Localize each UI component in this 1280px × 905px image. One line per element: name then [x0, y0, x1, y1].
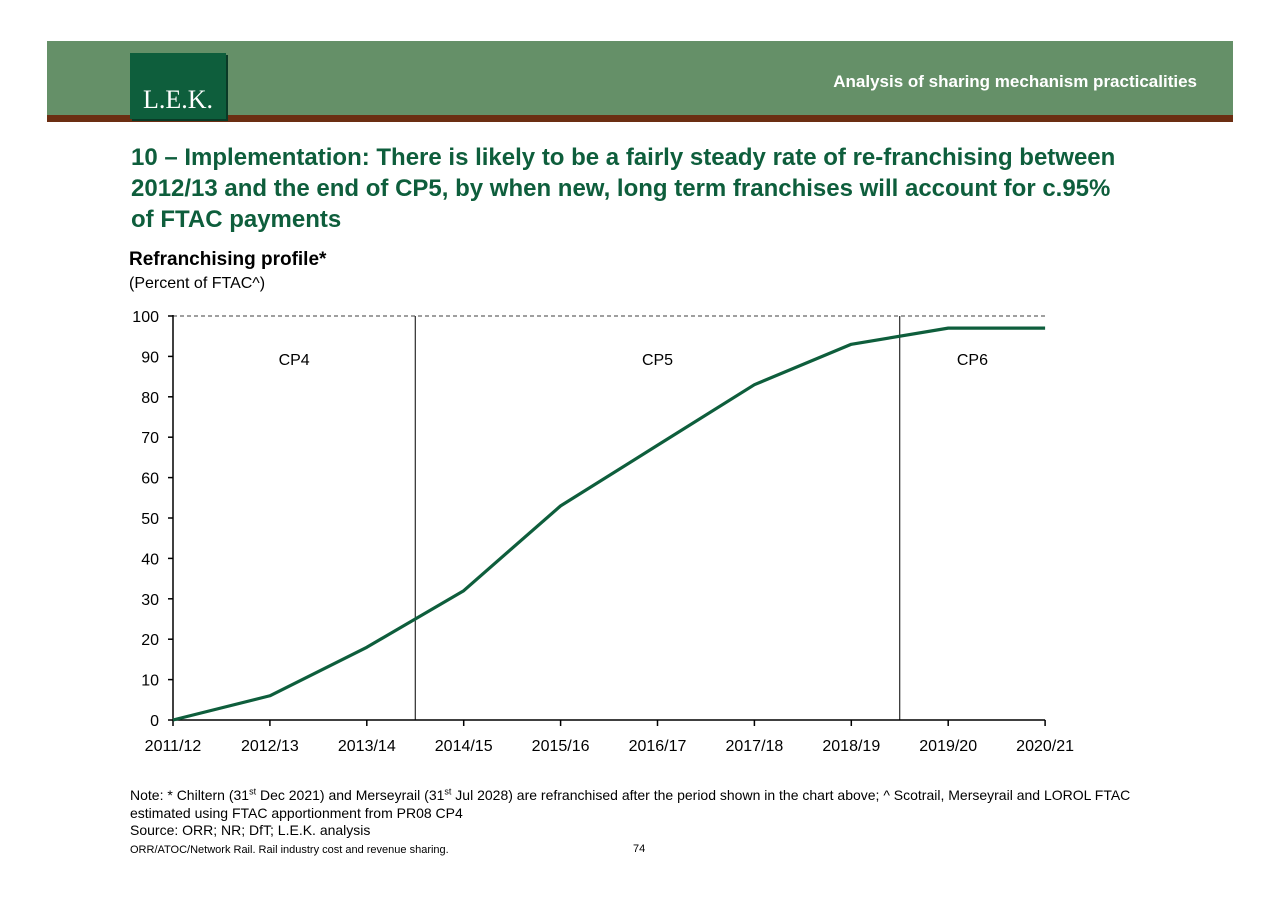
x-tick-label: 2018/19 [822, 738, 880, 755]
y-tick-label: 10 [141, 673, 159, 690]
header-band [47, 41, 1233, 115]
page-number: 74 [633, 843, 646, 855]
y-tick-label: 30 [141, 592, 159, 609]
y-tick-label: 80 [141, 390, 159, 407]
section-title: Analysis of sharing mechanism practicali… [833, 72, 1197, 91]
period-label: CP4 [279, 352, 310, 369]
period-label: CP5 [642, 352, 673, 369]
note-superscript-2: st [444, 786, 452, 797]
x-tick-label: 2011/12 [145, 738, 202, 755]
period-label: CP6 [957, 352, 988, 369]
x-tick-label: 2020/21 [1016, 738, 1074, 755]
y-tick-label: 20 [141, 632, 159, 649]
y-tick-label: 0 [150, 713, 159, 730]
slide-title: 10 – Implementation: There is likely to … [131, 144, 1116, 233]
chart-title: Refranchising profile* [129, 249, 327, 270]
note-middle: Dec 2021) and Merseyrail (31 [256, 787, 445, 803]
chart-subtitle: (Percent of FTAC^) [129, 275, 266, 292]
note-rest: Jul 2028) are refranchised after the per… [130, 787, 1131, 821]
y-tick-label: 90 [141, 349, 159, 366]
source-line: Source: ORR; NR; DfT; L.E.K. analysis [130, 822, 371, 838]
logo-text: L.E.K. [142, 85, 214, 114]
x-tick-label: 2017/18 [725, 738, 783, 755]
x-tick-label: 2019/20 [919, 738, 977, 755]
y-tick-label: 40 [141, 551, 159, 568]
note-prefix: Note: * Chiltern (31 [130, 787, 250, 803]
y-tick-label: 100 [132, 309, 159, 326]
lek-logo: L.E.K. [130, 53, 226, 119]
x-tick-label: 2012/13 [241, 738, 299, 755]
series-line [172, 326, 1046, 722]
y-tick-label: 50 [141, 511, 159, 528]
x-tick-label: 2015/16 [532, 738, 590, 755]
x-tick-label: 2016/17 [629, 738, 687, 755]
y-tick-label: 70 [141, 430, 159, 447]
header-divider [47, 115, 1233, 122]
y-tick-label: 60 [141, 471, 159, 488]
note-superscript-1: st [249, 786, 257, 797]
chart-note: Note: * Chiltern (31st Dec 2021) and Mer… [130, 786, 1140, 822]
document-footer: ORR/ATOC/Network Rail. Rail industry cos… [130, 844, 449, 856]
x-tick-label: 2014/15 [435, 738, 493, 755]
x-tick-label: 2013/14 [338, 738, 396, 755]
